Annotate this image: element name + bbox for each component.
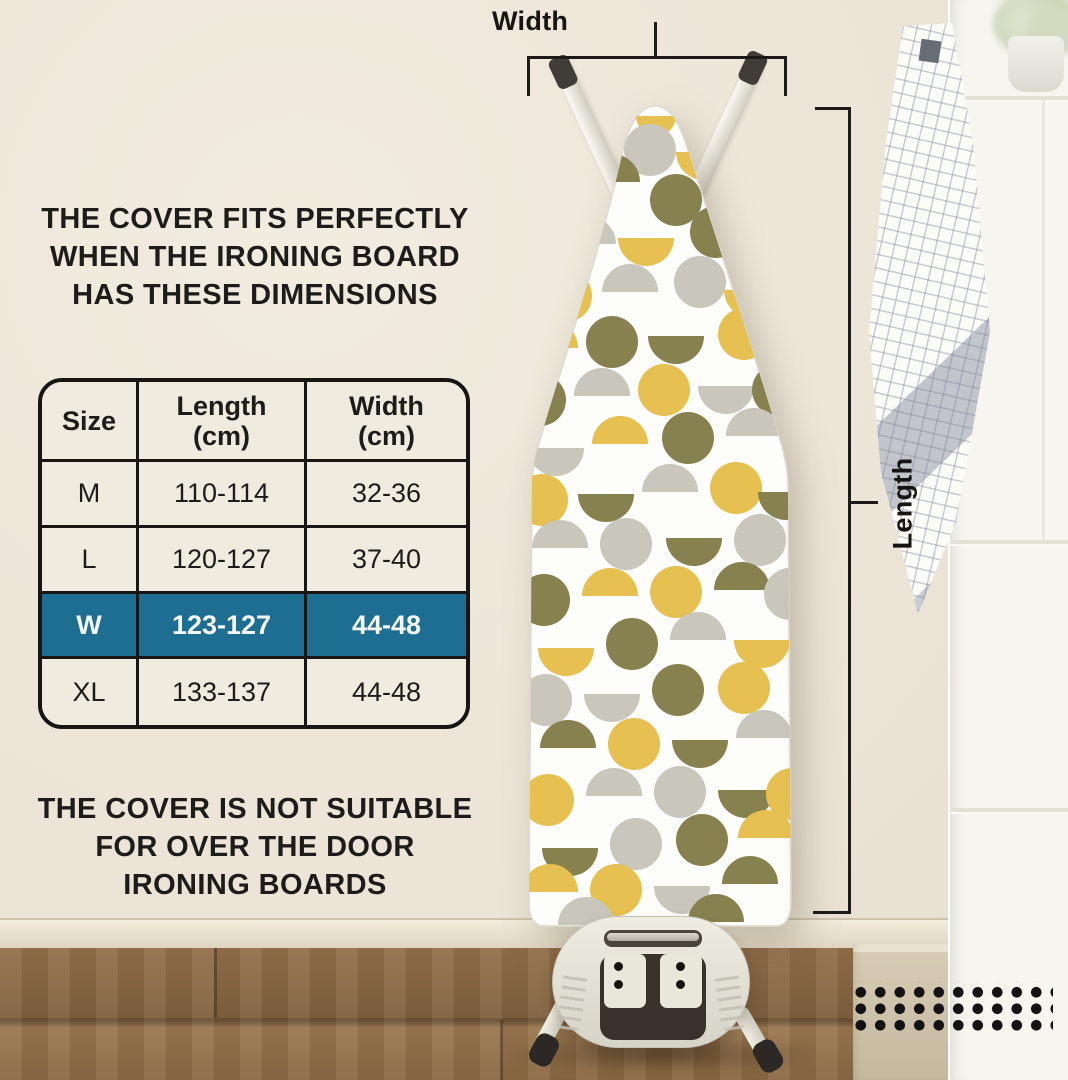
width-bracket-tick-right (784, 56, 787, 96)
headline-fit: THE COVER FITS PERFECTLY WHEN THE IRONIN… (10, 200, 500, 314)
board-leg-right (672, 49, 770, 229)
plant-pot (1008, 36, 1064, 92)
shelf-divider (1042, 100, 1045, 540)
table-cell-size-highlighted: W (42, 593, 139, 660)
polka-dot-pattern (529, 106, 791, 926)
base-metal-bar (607, 933, 699, 941)
length-bracket-bar (848, 107, 851, 914)
width-bracket-tick-left (527, 56, 530, 96)
size-table: Size Length (cm) Width (cm) M 110-114 32… (38, 378, 470, 729)
shelf-edge (950, 540, 1068, 544)
table-cell-width: 44-48 (307, 659, 466, 725)
table-cell-width: 32-36 (307, 462, 466, 528)
table-header-size: Size (42, 382, 139, 462)
table-cell-length-highlighted: 123-127 (139, 593, 307, 660)
headline-line: THE COVER IS NOT SUITABLE (37, 793, 473, 825)
table-cell-size: M (42, 462, 139, 528)
leg-cap (736, 49, 770, 87)
headline-not-suitable: THE COVER IS NOT SUITABLE FOR OVER THE D… (10, 790, 500, 904)
table-cell-length: 133-137 (139, 659, 307, 725)
plank-joint (500, 1020, 503, 1080)
table-header-width: Width (cm) (307, 382, 466, 462)
rivet (614, 980, 623, 989)
shelf-edge (950, 96, 1068, 100)
length-dimension-label: Length (887, 457, 918, 550)
headline-line: HAS THESE DIMENSIONS (72, 279, 438, 311)
board-leg-left (546, 53, 644, 233)
towel-tag (918, 38, 942, 64)
length-bracket-tick-bottom (813, 911, 851, 914)
table-cell-size: XL (42, 659, 139, 725)
table-header-length: Length (cm) (139, 382, 307, 462)
width-bracket-stem (654, 22, 657, 58)
rivet (614, 962, 623, 971)
headline-line: WHEN THE IRONING BOARD (50, 241, 460, 273)
table-cell-width-highlighted: 44-48 (307, 593, 466, 660)
width-dimension-label: Width (492, 6, 569, 36)
rivet (676, 962, 685, 971)
headline-line: IRONING BOARDS (123, 869, 387, 901)
table-cell-size: L (42, 527, 139, 594)
headline-line: THE COVER FITS PERFECTLY (41, 203, 469, 235)
length-bracket-tick-top (815, 107, 851, 110)
length-bracket-tick-mid (848, 501, 878, 504)
decorative-dots-pattern (847, 981, 1053, 1031)
width-bracket-bar (527, 56, 787, 59)
base-tab (604, 954, 646, 1008)
table-cell-length: 110-114 (139, 462, 307, 528)
table-cell-width: 37-40 (307, 527, 466, 594)
shelf-edge (950, 808, 1068, 812)
table-cell-length: 120-127 (139, 527, 307, 594)
headline-line: FOR OVER THE DOOR (95, 831, 415, 863)
rivet (676, 980, 685, 989)
plank-joint (214, 948, 217, 1018)
